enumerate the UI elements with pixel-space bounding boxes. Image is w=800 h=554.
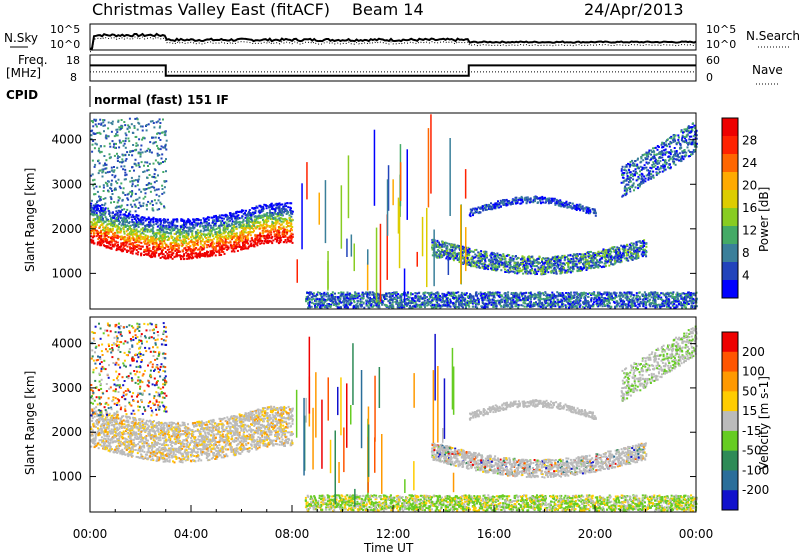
power-ylabel: Slant Range [km]: [23, 168, 37, 272]
cpid-text: normal (fast) 151 IF: [94, 93, 229, 107]
ytick-label: 3000: [51, 177, 82, 191]
power-panel: 1000 2000 3000 4000 Slant Range [km] 4 8 12 16…: [23, 113, 771, 309]
cpid-panel: CPID normal (fast) 151 IF: [6, 86, 229, 107]
frequency-line: [90, 65, 696, 75]
ytick-label: 2000: [51, 222, 82, 236]
colorbar-swatch: [722, 208, 738, 227]
noise-panel: N.Sky 10^5 10^0 10^5 10^0 N.Search: [4, 23, 800, 52]
ytick-label: 1000: [51, 470, 82, 484]
frequency-panel: Freq. [MHz] 18 8 60 0 Nave: [6, 53, 783, 84]
nsky-label: N.Sky: [4, 31, 38, 45]
colorbar-swatch: [722, 226, 738, 245]
freq-ytick-bottom: 8: [70, 71, 77, 84]
noise-ytick-right-top: 10^5: [706, 23, 736, 36]
freq-ytick-top: 18: [66, 54, 80, 67]
colorbar-swatch: [722, 136, 738, 155]
power-colorbar-label: Power [dB]: [757, 187, 771, 252]
date-label: 24/Apr/2013: [584, 0, 684, 19]
colorbar-tick-label: -200: [742, 483, 769, 497]
power-colorbar: 4 8 12 16 20 24 28: [722, 118, 757, 299]
freq-label: Freq.: [18, 53, 48, 67]
colorbar-tick-label: 8: [742, 246, 750, 260]
ytick-label: 2000: [51, 425, 82, 439]
ytick-label: 4000: [51, 133, 82, 147]
colorbar-tick-label: 50: [742, 384, 757, 398]
xtick-label: 00:00: [679, 527, 714, 541]
colorbar-swatch: [722, 244, 738, 263]
x-axis-label: Time UT: [363, 541, 414, 554]
noise-ytick-left-top: 10^5: [50, 23, 80, 36]
colorbar-tick-label: 4: [742, 269, 750, 283]
xtick-label: 12:00: [376, 527, 411, 541]
velocity-colorbar-label: Velocity [m s-1]: [757, 376, 771, 470]
cpid-label: CPID: [6, 88, 38, 102]
freq-unit-label: [MHz]: [6, 66, 41, 80]
colorbar-tick-label: 15: [742, 404, 757, 418]
colorbar-swatch: [722, 332, 738, 352]
colorbar-swatch: [722, 372, 738, 392]
xtick-label: 08:00: [275, 527, 310, 541]
nsearch-label: N.Search: [746, 29, 800, 43]
colorbar-swatch: [722, 391, 738, 411]
colorbar-tick-label: 200: [742, 345, 765, 359]
ytick-label: 1000: [51, 266, 82, 280]
nave-ytick-top: 60: [706, 54, 720, 67]
ytick-label: 4000: [51, 337, 82, 351]
colorbar-swatch: [722, 451, 738, 471]
noise-panel-frame: [90, 24, 696, 50]
colorbar-tick-label: 28: [742, 134, 757, 148]
velocity-ylabel: Slant Range [km]: [23, 371, 37, 475]
colorbar-swatch: [722, 190, 738, 209]
xtick-label: 00:00: [73, 527, 108, 541]
xtick-label: 16:00: [477, 527, 512, 541]
nave-label: Nave: [752, 63, 783, 77]
colorbar-tick-label: 20: [742, 179, 757, 193]
colorbar-swatch: [722, 118, 738, 137]
noise-ytick-right-bottom: 10^0: [706, 38, 736, 51]
colorbar-tick-label: 16: [742, 201, 757, 215]
colorbar-tick-label: 24: [742, 156, 757, 170]
colorbar-swatch: [722, 172, 738, 191]
colorbar-tick-label: 12: [742, 224, 757, 238]
colorbar-swatch: [722, 431, 738, 451]
noise-sky-line: [90, 34, 696, 49]
colorbar-swatch: [722, 262, 738, 281]
beam-label: Beam 14: [352, 0, 424, 19]
ytick-label: 3000: [51, 381, 82, 395]
colorbar-swatch: [722, 280, 738, 299]
noise-ytick-left-bottom: 10^0: [50, 38, 80, 51]
colorbar-swatch: [722, 470, 738, 490]
colorbar-swatch: [722, 352, 738, 372]
xtick-label: 04:00: [174, 527, 209, 541]
colorbar-swatch: [722, 411, 738, 431]
nave-ytick-bottom: 0: [706, 71, 713, 84]
freq-panel-frame: [90, 55, 696, 81]
colorbar-swatch: [722, 490, 738, 510]
colorbar-swatch: [722, 154, 738, 173]
title: Christmas Valley East (fitACF): [92, 0, 330, 19]
xtick-label: 20:00: [578, 527, 613, 541]
